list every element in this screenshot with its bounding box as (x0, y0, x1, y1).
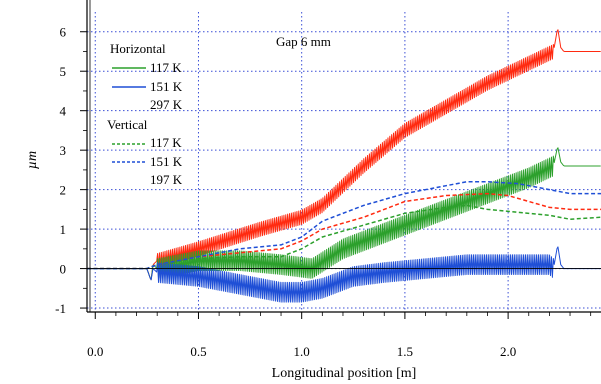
series-vertical-151k (87, 180, 601, 270)
series-horizontal-297k (87, 29, 601, 281)
series-horizontal-151k (87, 246, 601, 303)
x-tick-label: 1.0 (294, 344, 310, 359)
x-tick-label: 2.0 (500, 344, 516, 359)
series-vertical-117k (87, 204, 601, 270)
ticks: 0.0 0.5 1.0 1.5 2.0 -1 0 1 2 3 4 5 6 (55, 25, 592, 359)
y-tick-label: 1 (60, 222, 67, 237)
legend-label-horizontal-297k: 297 K (150, 97, 183, 112)
legend-vertical-title: Vertical (107, 117, 148, 132)
x-tick-label: 0.5 (190, 344, 206, 359)
y-tick-label: 4 (60, 104, 67, 119)
legend-label-horizontal-117k: 117 K (150, 60, 182, 75)
legend-label-vertical-151k: 151 K (150, 154, 183, 169)
axes (86, 0, 601, 313)
x-tick-label: 1.5 (397, 344, 413, 359)
x-axis-label: Longitudinal position [m] (272, 366, 417, 381)
legend-label-vertical-197k: 197 K (150, 172, 183, 187)
y-tick-label: -1 (55, 301, 66, 316)
y-tick-label: 3 (60, 143, 67, 158)
x-tick-label: 0.0 (87, 344, 103, 359)
legend: Horizontal 117 K 151 K 297 K Vertical 11… (107, 41, 183, 187)
y-tick-label: 0 (60, 262, 67, 277)
series-horizontal-117k (87, 147, 601, 281)
y-axis-label: µm (25, 151, 40, 169)
legend-label-vertical-117k: 117 K (150, 135, 182, 150)
y-tick-label: 2 (60, 183, 67, 198)
series-layer (87, 29, 601, 303)
y-tick-label: 5 (60, 64, 67, 79)
gap-annotation: Gap 6 mm (276, 34, 331, 49)
legend-label-horizontal-151k: 151 K (150, 79, 183, 94)
legend-horizontal-title: Horizontal (110, 41, 166, 56)
y-tick-label: 6 (60, 25, 67, 40)
